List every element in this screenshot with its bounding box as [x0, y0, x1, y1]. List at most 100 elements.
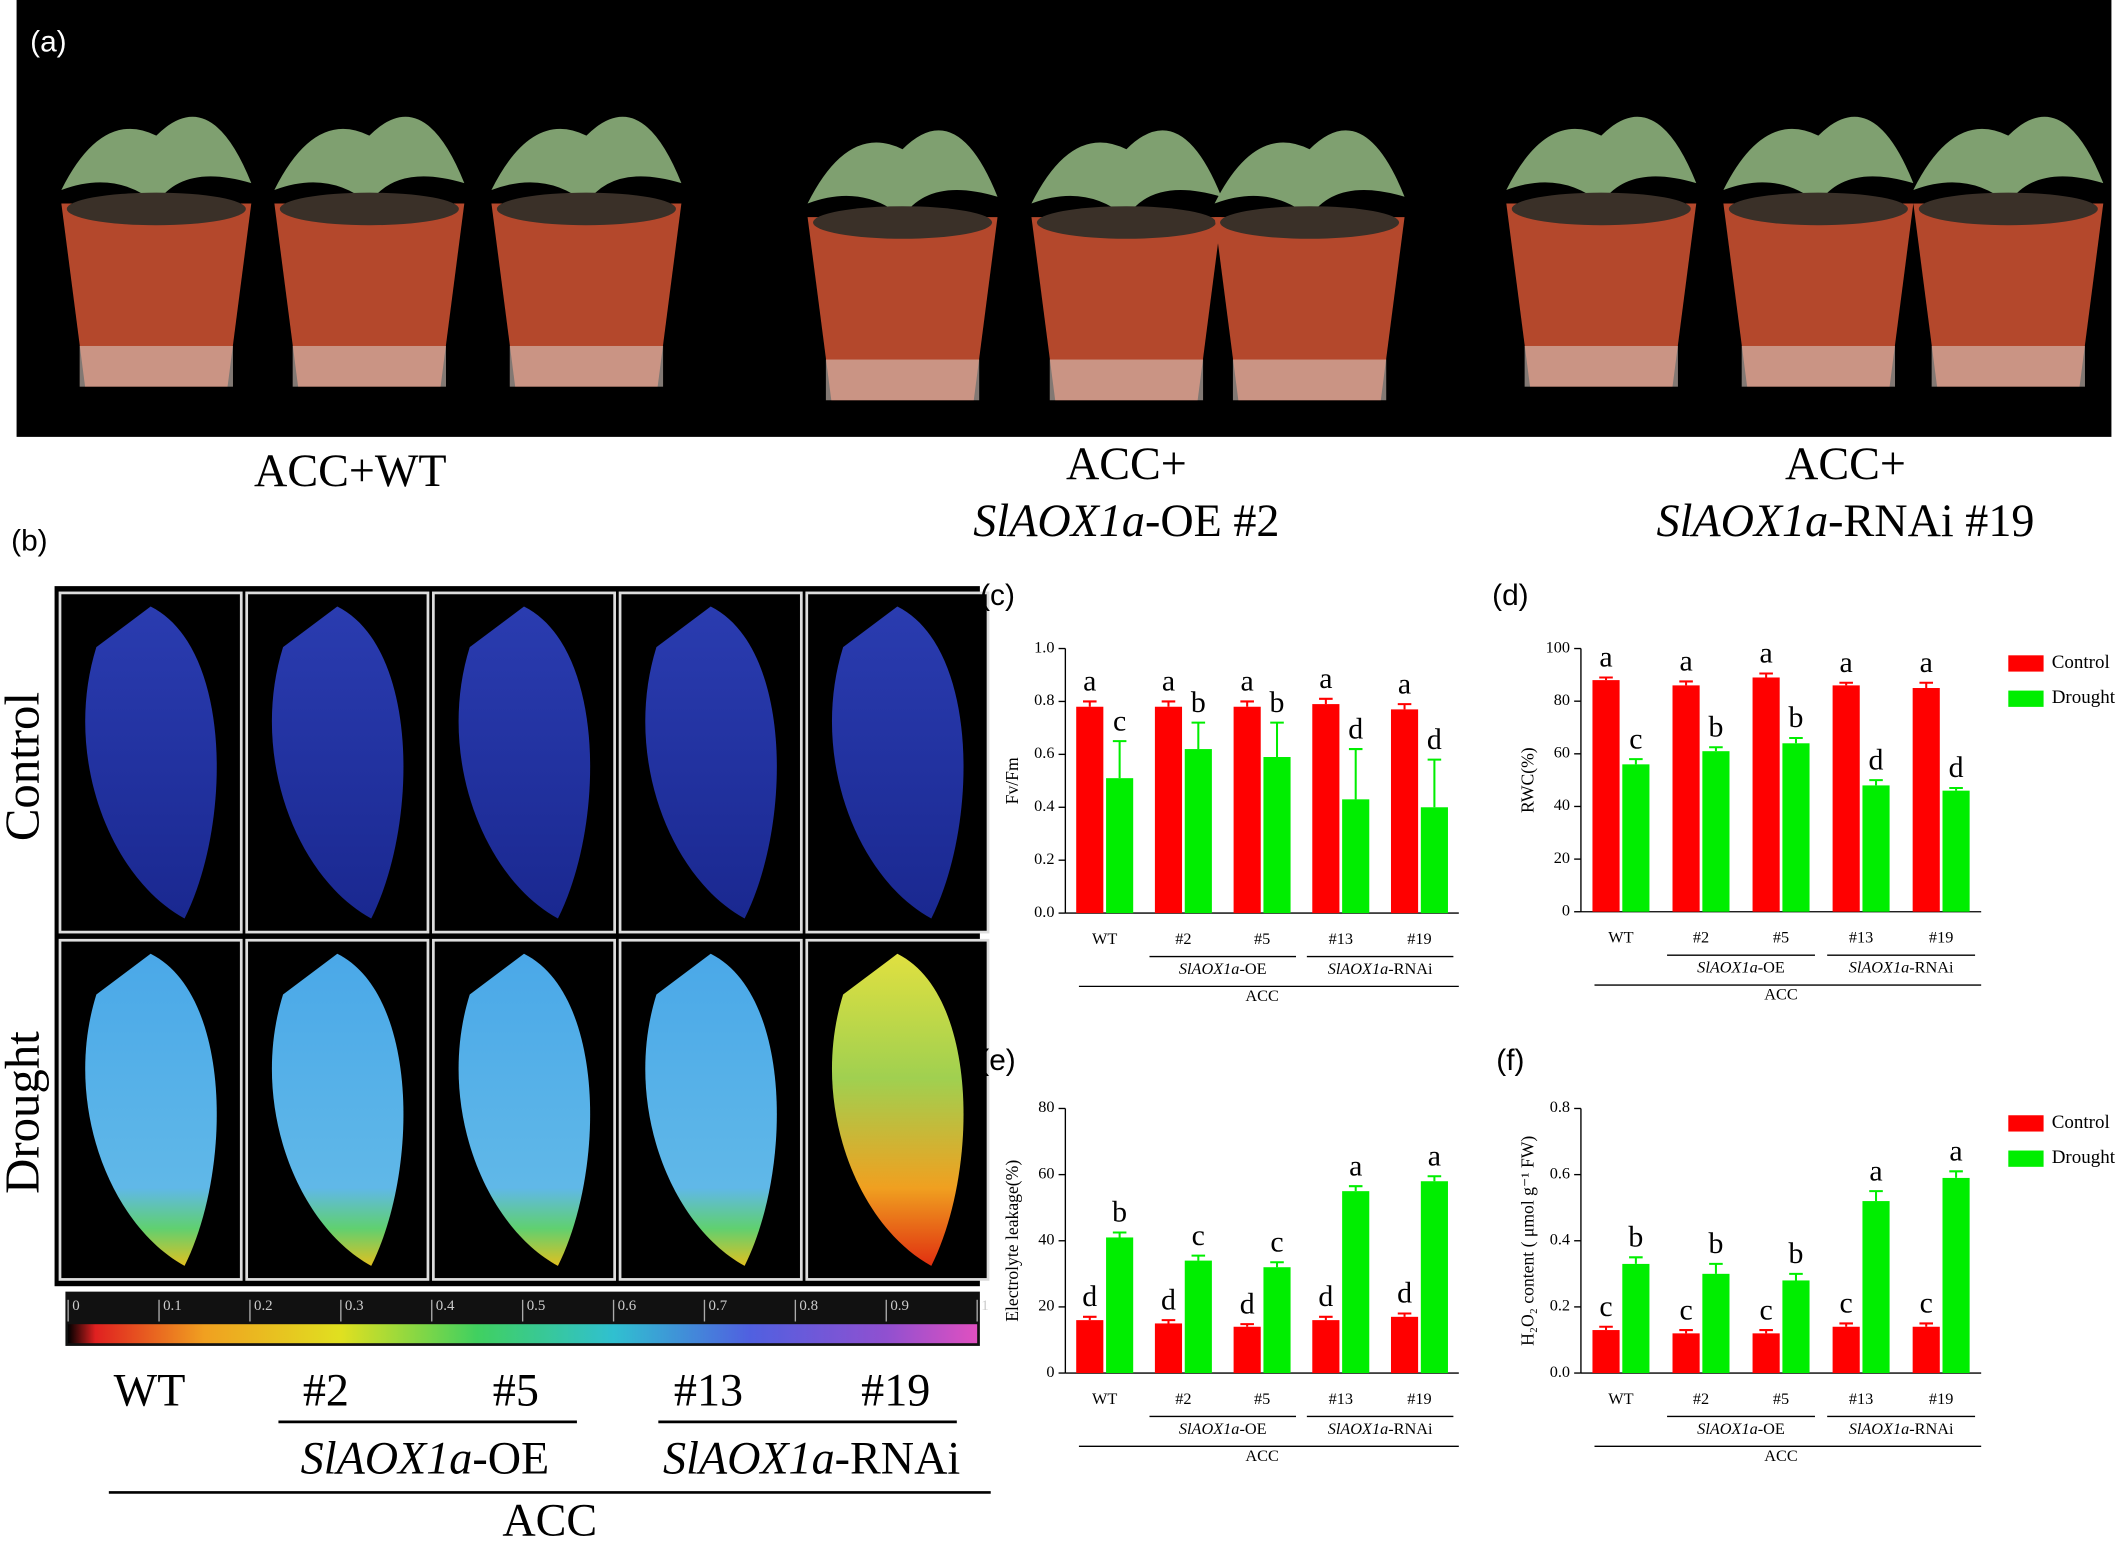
- error-bar: [1679, 680, 1693, 686]
- significance-letter: d: [1427, 723, 1442, 756]
- gene-suffix: -RNAi: [1909, 957, 1954, 976]
- significance-letter: d: [1397, 1277, 1412, 1310]
- x-tick-label: #13: [1849, 928, 1873, 947]
- soil: [1511, 192, 1691, 226]
- leaf: [271, 953, 404, 1266]
- x-tick-label: #2: [1693, 928, 1709, 947]
- pot-base: [1931, 345, 2085, 387]
- y-tick-label: 40: [1038, 1229, 1054, 1248]
- pot-base: [1232, 359, 1387, 401]
- bar: [1312, 704, 1340, 914]
- gene-name: SlAOX1a: [1697, 1419, 1758, 1438]
- x-tick-label: #5: [1773, 1389, 1789, 1408]
- error-bar: [1789, 737, 1803, 744]
- error-bar: [1427, 1175, 1442, 1182]
- y-tick-label: 0.8: [1550, 1097, 1570, 1116]
- leaf: [645, 606, 777, 919]
- leaf: [458, 606, 591, 919]
- pot-base: [825, 359, 980, 401]
- plant: [61, 116, 252, 204]
- bar: [1942, 1177, 1970, 1374]
- error-bar: [1759, 1329, 1773, 1334]
- error-bar: [1191, 721, 1206, 750]
- x-tick-label: #13: [1329, 929, 1353, 948]
- group-label: SlAOX1a-RNAi: [1328, 1419, 1433, 1438]
- x-tick-label: #19: [1929, 1389, 1953, 1408]
- plant: [274, 116, 465, 204]
- bar: [1263, 1267, 1291, 1374]
- row-label: Control: [0, 692, 50, 841]
- gene-suffix: -OE: [1239, 1419, 1266, 1438]
- bar: [1752, 1333, 1780, 1374]
- leaf: [645, 953, 777, 1266]
- significance-letter: a: [1599, 641, 1612, 674]
- y-tick-label: 100: [1546, 637, 1570, 656]
- bar: [1420, 807, 1448, 914]
- y-tick-label: 0.0: [1550, 1362, 1570, 1381]
- group-label: SlAOX1a-OE #2: [973, 495, 1279, 546]
- pot: [1506, 203, 1697, 387]
- leaf: [831, 953, 964, 1266]
- pot-base: [292, 345, 446, 387]
- significance-letter: c: [1760, 1293, 1773, 1326]
- significance-letter: b: [1191, 686, 1206, 719]
- significance-letter: d: [1348, 712, 1363, 745]
- group-label: SlAOX1a-RNAi #19: [1657, 495, 2035, 546]
- y-axis-label: H₂O₂ content ( μmol g⁻¹ FW): [1517, 1136, 1537, 1346]
- error-bar: [1240, 1323, 1254, 1327]
- x-tick-label: WT: [1092, 929, 1117, 948]
- pot: [1723, 203, 1914, 387]
- significance-letter: a: [1920, 646, 1933, 679]
- x-tick-label: #2: [1693, 1389, 1709, 1408]
- y-tick-label: 0.6: [1034, 743, 1054, 762]
- error-bar: [1789, 1272, 1803, 1281]
- legend-label: Control: [2052, 1112, 2110, 1133]
- gene-suffix: -RNAi: [1388, 1419, 1433, 1438]
- error-bar: [1949, 787, 1963, 791]
- x-tick-label: #5: [1254, 1389, 1270, 1408]
- error-bar: [1082, 1315, 1097, 1321]
- colorbar-tick-label: 0.1: [163, 1298, 182, 1314]
- error-bar: [1427, 758, 1442, 808]
- gene-name: SlAOX1a: [1179, 1419, 1240, 1438]
- y-tick-label: 1.0: [1034, 637, 1054, 656]
- significance-letter: a: [1760, 637, 1773, 670]
- significance-letter: d: [1318, 1280, 1333, 1313]
- bar: [1106, 1237, 1134, 1374]
- soil: [812, 206, 993, 239]
- y-tick-label: 60: [1038, 1163, 1054, 1182]
- error-bar: [1599, 1325, 1613, 1331]
- y-tick-label: 80: [1554, 690, 1570, 709]
- leaf: [85, 953, 217, 1266]
- y-tick-label: 0: [1562, 900, 1570, 919]
- significance-letter: a: [1349, 1149, 1362, 1182]
- error-bar: [1759, 672, 1773, 678]
- group-label: SlAOX1a-OE: [1697, 1419, 1785, 1438]
- gene-name: SlAOX1a: [301, 1432, 473, 1483]
- significance-letter: a: [1241, 665, 1254, 698]
- panel-label: (d): [1492, 579, 1528, 612]
- y-tick-label: 0.4: [1034, 796, 1054, 815]
- gene-name: SlAOX1a: [1697, 957, 1758, 976]
- significance-letter: c: [1629, 722, 1642, 755]
- soil: [1728, 192, 1908, 226]
- pot: [491, 203, 682, 387]
- significance-letter: d: [1949, 751, 1964, 784]
- caption-line: ACC+: [1785, 438, 1906, 489]
- gene-suffix: -OE: [1239, 959, 1266, 978]
- gene-name: SlAOX1a: [1849, 957, 1910, 976]
- colorbar-tick-label: 0.2: [254, 1298, 273, 1314]
- pot-base: [1524, 345, 1678, 387]
- plant: [1031, 130, 1222, 218]
- bar: [1832, 685, 1860, 912]
- panel-label: (a): [30, 25, 66, 58]
- pot: [61, 203, 252, 387]
- genotype-label: WT: [114, 1364, 186, 1415]
- significance-letter: a: [1319, 662, 1332, 695]
- bar: [1233, 1326, 1261, 1374]
- gene-suffix: -OE: [1758, 1419, 1785, 1438]
- x-tick-label: #19: [1929, 928, 1953, 947]
- gene-name: SlAOX1a: [1849, 1419, 1910, 1438]
- error-bar: [1191, 1254, 1206, 1261]
